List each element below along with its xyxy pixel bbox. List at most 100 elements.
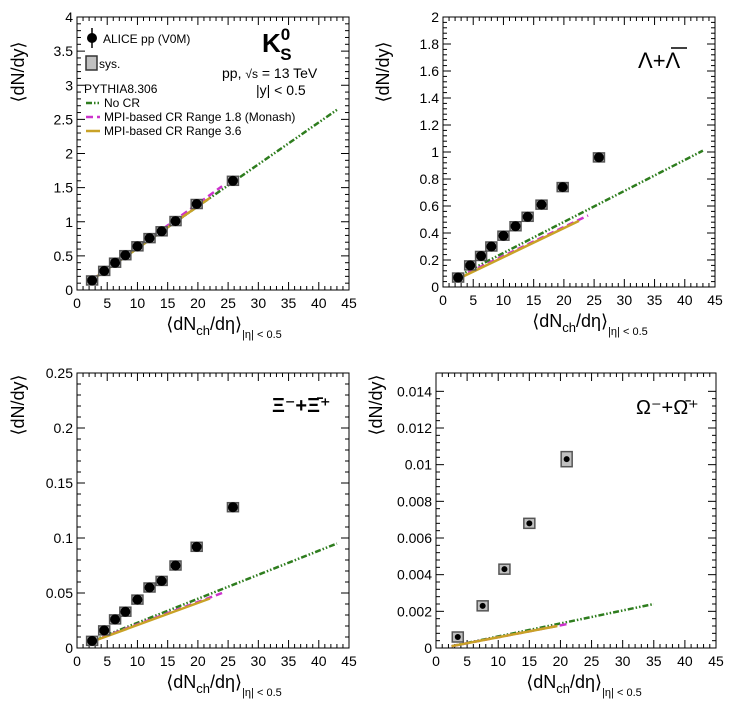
panel-xi-xlabel-main: ⟨dN (166, 672, 196, 692)
legend-data-label: ALICE pp (V0M) (103, 32, 190, 46)
panel-lambda-xlabel-main: ⟨dN (532, 311, 562, 331)
k0s-data-point (227, 175, 238, 186)
k0s-xtick-label: 0 (73, 295, 81, 311)
omega-xtick-label: 0 (432, 653, 440, 669)
omega-data-point (501, 566, 508, 573)
k0s-ytick-label: 0 (65, 282, 73, 298)
k0s-ytick-label: 2.5 (54, 111, 74, 127)
panel-xi-ylabel: ⟨dN/dy⟩ (8, 374, 28, 435)
k0s-data-point (120, 250, 131, 261)
k0s-ytick-label: 3.5 (54, 43, 74, 59)
k0s-xtick-label: 30 (251, 295, 267, 311)
omega-label: Ω⁻+Ω̄⁺ (636, 397, 699, 419)
omega-xtick-label: 35 (646, 653, 662, 669)
omega-ytick-label: 0.004 (397, 567, 432, 583)
lambda-data-point (486, 241, 497, 252)
xi-model-nocr (91, 542, 338, 643)
legend: ALICE pp (V0M) sys. PYTHIA8.306 No CR MP… (84, 28, 295, 138)
k0s-data-point (191, 199, 202, 210)
panel-k0s-points (85, 175, 240, 286)
lambda-xtick-label: 25 (586, 292, 602, 308)
omega-ytick-label: 0.012 (397, 420, 432, 436)
panel-omega-xlabel-sub: ch (556, 681, 570, 696)
lambda-data-point (557, 182, 568, 193)
omega-data-point (563, 456, 570, 463)
omega-data-point (479, 602, 486, 609)
panel-xi-xlabel: ⟨dNch/dη⟩|η| < 0.5 (166, 672, 282, 699)
legend-sys-label: sys. (99, 57, 120, 71)
xi-xtick-label: 0 (73, 653, 81, 669)
lambda-xtick-label: 10 (496, 292, 512, 308)
omega-xtick-label: 45 (708, 653, 724, 669)
panel-k0s-xlabel-sub: ch (196, 323, 210, 338)
k0s-ytick-label: 2 (65, 146, 73, 162)
legend-sys-box (85, 55, 98, 71)
omega-ytick-label: 0.008 (397, 493, 432, 509)
xi-data-point (87, 635, 98, 646)
panel-omega-xlabel-main: ⟨dN (526, 672, 556, 692)
omega-xtick-label: 40 (677, 653, 693, 669)
panel-omega: 0 5 10 15 20 25 30 35 40 45 0 0.002 0.004 0.006 0.008 0… (366, 372, 724, 699)
panel-xi-xlabel-sub: ch (196, 681, 210, 696)
legend-data-marker (87, 33, 97, 43)
panel-lambda-points (451, 152, 606, 283)
xi-xtick-label: 30 (251, 653, 267, 669)
panel-omega-xlabel: ⟨dNch/dη⟩|η| < 0.5 (526, 672, 642, 699)
lambda-xtick-label: 5 (469, 292, 477, 308)
xi-data-point (156, 575, 167, 586)
lambda-data-point (536, 199, 547, 210)
omega-data-point (454, 634, 461, 640)
xi-data-point (110, 614, 121, 625)
k0s-label: K0 S (262, 25, 292, 64)
xi-xtick-label: 35 (281, 653, 297, 669)
panel-lambda-models (457, 149, 704, 281)
lambda-ytick-label: 0.4 (420, 225, 440, 241)
lambda-ytick-label: 2 (431, 9, 439, 25)
xi-xtick-label: 15 (160, 653, 176, 669)
omega-xtick-label: 10 (490, 653, 506, 669)
k0s-data-point (87, 275, 98, 286)
panel-omega-models (451, 602, 655, 648)
xi-ytick-label: 0.25 (46, 365, 73, 381)
xi-xtick-label: 20 (190, 653, 206, 669)
xi-xtick-label: 25 (220, 653, 236, 669)
omega-ytick-label: 0.01 (405, 457, 432, 473)
xi-ytick-label: 0 (65, 640, 73, 656)
panel-xi-xlabel-end: /dη⟩ (210, 672, 242, 692)
panel-k0s-xlabel-main: ⟨dN (166, 314, 196, 334)
xi-data-point (144, 582, 155, 593)
omega-xtick-label: 5 (463, 653, 471, 669)
lambda-model-cr36 (457, 219, 580, 281)
xi-model-cr36 (91, 597, 211, 643)
omega-xtick-label: 15 (522, 653, 538, 669)
legend-generator: PYTHIA8.306 (84, 82, 158, 96)
omega-ytick-label: 0.002 (397, 603, 432, 619)
panel-xi-axes: 0 5 10 15 20 25 30 35 40 45 0 0.05 0.1 0.15 0.2 0.25 (46, 365, 357, 669)
lambda-data-point (453, 272, 464, 283)
k0s-xtick-label: 25 (220, 295, 236, 311)
k0s-ytick-label: 3 (65, 77, 73, 93)
k0s-xtick-label: 5 (103, 295, 111, 311)
k0s-xtick-label: 15 (160, 295, 176, 311)
panel-k0s-xlabel-end: /dη⟩ (210, 314, 242, 334)
xi-label: Ξ⁻+Ξ̄⁺ (272, 395, 331, 417)
lambda-xtick-label: 30 (617, 292, 633, 308)
system-text: pp, (222, 65, 245, 81)
panel-xi-models (91, 542, 338, 643)
omega-xtick-label: 20 (553, 653, 569, 669)
k0s-label-sup: 0 (281, 25, 290, 44)
panel-lambda-ylabel: ⟨dN/dy⟩ (373, 41, 393, 102)
lambda-xtick-label: 20 (556, 292, 572, 308)
k0s-data-point (170, 216, 181, 227)
k0s-data-point (110, 257, 121, 268)
k0s-xtick-label: 40 (311, 295, 327, 311)
panel-lambda-xlabel-range: |η| < 0.5 (608, 326, 648, 338)
lambda-ytick-label: 1.4 (420, 90, 440, 106)
lambda-xtick-label: 0 (439, 292, 447, 308)
system-energy: pp, √s = 13 TeV (222, 65, 318, 81)
panel-xi-frame (76, 372, 350, 649)
lambda-data-point (465, 260, 476, 271)
k0s-xtick-label: 45 (341, 295, 357, 311)
